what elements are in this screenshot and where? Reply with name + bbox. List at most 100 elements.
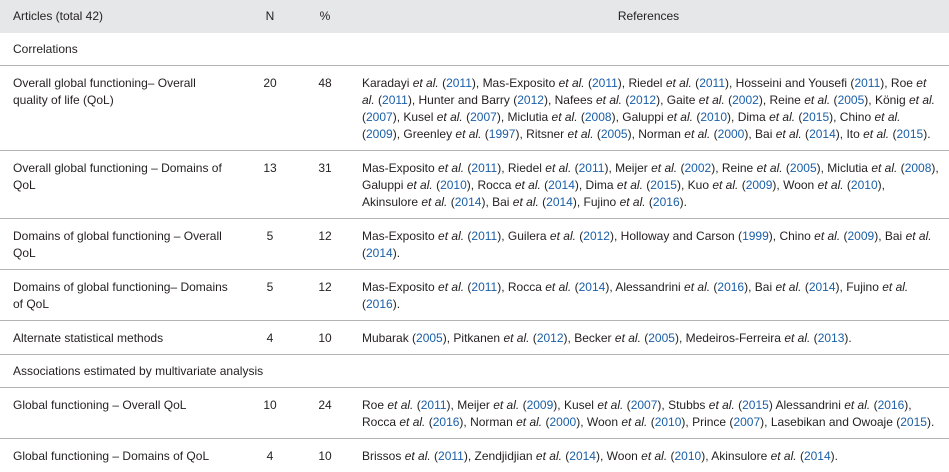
reference-citation: Ritsner et al. (2005) (526, 127, 631, 141)
reference-citation: Zendjidjian et al. (2014) (475, 449, 600, 463)
citation-year-link[interactable]: 2014 (455, 195, 482, 209)
citation-year-link[interactable]: 2014 (579, 280, 606, 294)
citation-year-link[interactable]: 2010 (440, 178, 467, 192)
citation-year-link[interactable]: 2009 (527, 398, 554, 412)
citation-year-link[interactable]: 2000 (549, 415, 576, 429)
citation-year-link[interactable]: 2005 (838, 93, 865, 107)
reference-citation: Galuppi et al. (2010) (362, 178, 471, 192)
citation-year-link[interactable]: 2011 (471, 229, 497, 243)
citation-year-link[interactable]: 2014 (366, 246, 393, 260)
row-label: Global functioning – Overall QoL (0, 388, 238, 439)
citation-year-link[interactable]: 2015 (900, 415, 927, 429)
citation-year-link[interactable]: 2008 (905, 161, 932, 175)
citation-year-link[interactable]: 2012 (583, 229, 610, 243)
citation-year-link[interactable]: 2007 (366, 110, 393, 124)
citation-year-link[interactable]: 2007 (470, 110, 497, 124)
citation-year-link[interactable]: 2012 (537, 331, 564, 345)
citation-year-link[interactable]: 2010 (700, 110, 727, 124)
citation-year-link[interactable]: 2016 (366, 297, 393, 311)
citation-year-link[interactable]: 2011 (579, 161, 605, 175)
row-n: 4 (238, 439, 302, 472)
citation-year-link[interactable]: 2011 (471, 280, 497, 294)
row-percent: 24 (302, 388, 348, 439)
reference-citation: Rocca et al. (2014) (477, 178, 578, 192)
reference-citation: Hunter and Barry (2012) (419, 93, 548, 107)
row-label: Domains of global functioning – Overall … (0, 219, 238, 270)
citation-year-link[interactable]: 2009 (848, 229, 875, 243)
citation-year-link[interactable]: 2005 (601, 127, 628, 141)
reference-citation: Rocca et al. (2014) (508, 280, 609, 294)
reference-citation: Kusel et al. (2007) (403, 110, 500, 124)
citation-year-link[interactable]: 2012 (629, 93, 656, 107)
citation-year-link[interactable]: 2016 (433, 415, 460, 429)
citation-year-link[interactable]: 1997 (489, 127, 516, 141)
citation-year-link[interactable]: 2015 (896, 127, 923, 141)
citation-year-link[interactable]: 2011 (471, 161, 497, 175)
citation-year-link[interactable]: 2011 (592, 76, 618, 90)
row-percent: 12 (302, 219, 348, 270)
reference-citation: Mas-Exposito et al. (2011) (362, 229, 501, 243)
reference-citation: Kuo et al. (2009) (688, 178, 777, 192)
citation-year-link[interactable]: 2007 (733, 415, 760, 429)
citation-year-link[interactable]: 2016 (878, 398, 905, 412)
citation-year-link[interactable]: 2011 (699, 76, 725, 90)
citation-year-link[interactable]: 2014 (569, 449, 596, 463)
citation-year-link[interactable]: 2011 (382, 93, 408, 107)
reference-citation: Mubarak (2005) (362, 331, 447, 345)
reference-citation: Norman et al. (2000) (470, 415, 580, 429)
reference-citation: Reine et al. (2005) (770, 93, 869, 107)
row-references: Mas-Exposito et al. (2011), Guilera et a… (348, 219, 949, 270)
reference-citation: Bai et al. (2014) (492, 195, 577, 209)
citation-year-link[interactable]: 2009 (366, 127, 393, 141)
reference-citation: Nafees et al. (2012) (555, 93, 660, 107)
row-label: Overall global functioning – Domains of … (0, 151, 238, 219)
citation-year-link[interactable]: 2010 (655, 415, 682, 429)
reference-citation: Woon et al. (2010) (607, 449, 706, 463)
header-percent: % (302, 0, 348, 33)
citation-year-link[interactable]: 2008 (585, 110, 612, 124)
section-row: Associations estimated by multivariate a… (0, 355, 949, 388)
citation-year-link[interactable]: 2014 (548, 178, 575, 192)
citation-year-link[interactable]: 2014 (546, 195, 573, 209)
citation-year-link[interactable]: 2015 (802, 110, 829, 124)
citation-year-link[interactable]: 2015 (650, 178, 677, 192)
table-row: Domains of global functioning– Domains o… (0, 270, 949, 321)
citation-year-link[interactable]: 2002 (684, 161, 711, 175)
reference-citation: Alessandrini et al. (2016) (776, 398, 909, 412)
citation-year-link[interactable]: 2016 (653, 195, 680, 209)
citation-year-link[interactable]: 2011 (446, 76, 472, 90)
citation-year-link[interactable]: 2000 (718, 127, 745, 141)
citation-year-link[interactable]: 2011 (854, 76, 880, 90)
citation-year-link[interactable]: 2007 (631, 398, 658, 412)
header-references: References (348, 0, 949, 33)
reference-citation: Alessandrini et al. (2016) (615, 280, 748, 294)
reference-citation: Rocca et al. (2016) (362, 415, 463, 429)
table-row: Domains of global functioning – Overall … (0, 219, 949, 270)
reference-citation: Chino et al. (2009) (779, 229, 878, 243)
reference-citation: Mas-Exposito et al. (2011) (362, 161, 501, 175)
citation-year-link[interactable]: 2015 (742, 398, 769, 412)
citation-year-link[interactable]: 2010 (851, 178, 878, 192)
citation-year-link[interactable]: 2013 (818, 331, 845, 345)
citation-year-link[interactable]: 2011 (421, 398, 447, 412)
reference-citation: Galuppi et al. (2010) (622, 110, 731, 124)
citation-year-link[interactable]: 2014 (809, 280, 836, 294)
citation-year-link[interactable]: 2002 (732, 93, 759, 107)
citation-year-link[interactable]: 2011 (438, 449, 464, 463)
citation-year-link[interactable]: 2010 (675, 449, 702, 463)
reference-citation: Pitkanen et al. (2012) (453, 331, 567, 345)
citation-year-link[interactable]: 1999 (742, 229, 769, 243)
citation-year-link[interactable]: 2014 (809, 127, 836, 141)
citation-year-link[interactable]: 2005 (416, 331, 443, 345)
citation-year-link[interactable]: 2005 (790, 161, 817, 175)
citation-year-link[interactable]: 2014 (804, 449, 831, 463)
citation-year-link[interactable]: 2016 (717, 280, 744, 294)
reference-citation: Woon et al. (2010) (587, 415, 686, 429)
reference-citation: Ito et al. (2015) (846, 127, 927, 141)
citation-year-link[interactable]: 2009 (746, 178, 773, 192)
citation-year-link[interactable]: 2012 (517, 93, 544, 107)
reference-citation: Akinsulore et al. (2014) (711, 449, 834, 463)
reference-citation: Bai et al. (2014) (755, 280, 840, 294)
citation-year-link[interactable]: 2005 (648, 331, 675, 345)
